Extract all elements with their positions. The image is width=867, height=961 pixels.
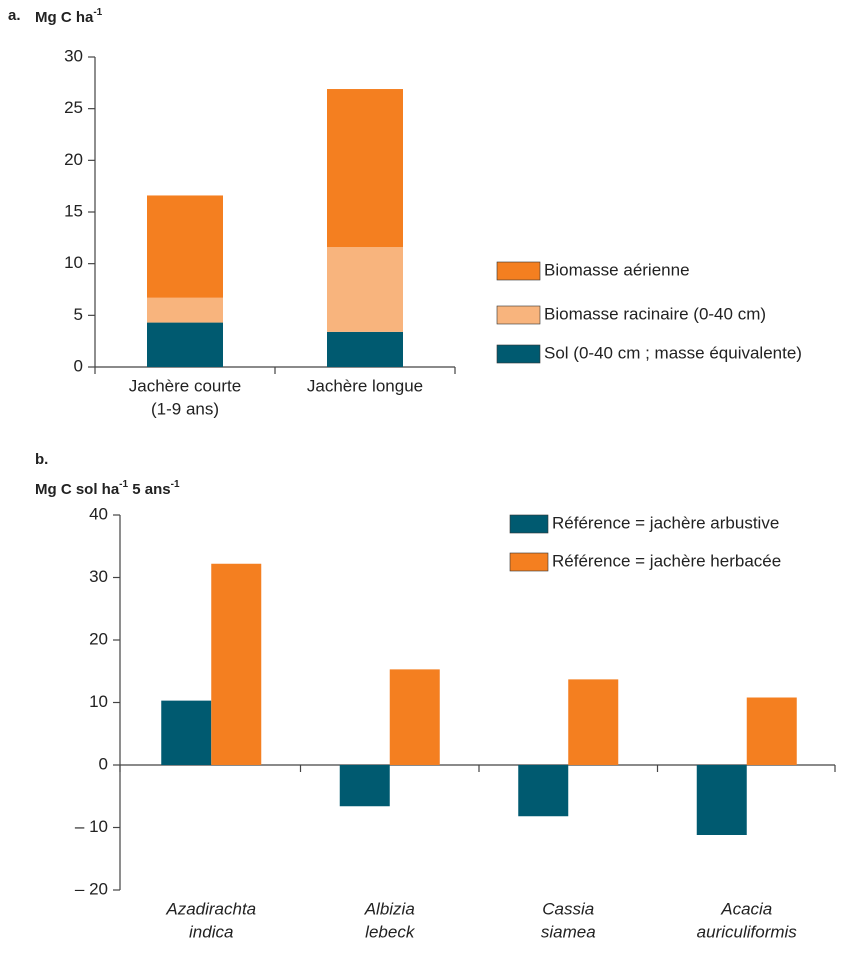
bar xyxy=(746,697,797,765)
bar xyxy=(389,669,440,765)
bar xyxy=(518,765,569,817)
y-tick-label: – 10 xyxy=(75,817,108,836)
y-tick-label: 15 xyxy=(64,201,83,220)
legend-swatch xyxy=(509,552,549,572)
legend-swatch xyxy=(496,305,541,325)
panel-label: a. xyxy=(8,7,21,24)
bar xyxy=(161,700,212,765)
y-tick-label: 30 xyxy=(64,46,83,65)
y-tick-label: 25 xyxy=(64,98,83,117)
y-axis-label-part: Mg C ha xyxy=(35,9,94,26)
x-tick-label: Albizia xyxy=(364,899,415,918)
bar-segment xyxy=(147,322,223,367)
y-tick-label: 0 xyxy=(99,754,108,773)
bar-segment xyxy=(147,297,223,323)
legend-label: Référence = jachère herbacée xyxy=(552,551,781,570)
panel-label: b. xyxy=(35,451,48,468)
bar-segment xyxy=(147,195,223,298)
y-tick-label: 10 xyxy=(89,692,108,711)
bar xyxy=(211,563,262,765)
y-axis-label: Mg C sol ha-1 5 ans-1 xyxy=(35,479,180,498)
legend-label: Biomasse aérienne xyxy=(544,260,690,279)
legend-swatch xyxy=(496,344,541,364)
x-tick-label: siamea xyxy=(541,922,596,941)
y-axis-label-part: Mg C sol ha xyxy=(35,481,120,498)
x-tick-label: lebeck xyxy=(365,922,416,941)
y-tick-label: 40 xyxy=(89,504,108,523)
x-tick-label: Azadirachta xyxy=(165,899,256,918)
bar xyxy=(339,765,390,807)
bar-segment xyxy=(327,89,403,248)
y-tick-label: 30 xyxy=(89,567,108,586)
x-tick-label: indica xyxy=(189,922,233,941)
legend-swatch xyxy=(496,261,541,281)
y-tick-label: 10 xyxy=(64,253,83,272)
legend-label: Référence = jachère arbustive xyxy=(552,513,779,532)
x-tick-label: (1-9 ans) xyxy=(151,399,219,418)
y-tick-label: 20 xyxy=(64,150,83,169)
y-axis-label-sup: -1 xyxy=(119,479,128,490)
bar-segment xyxy=(327,331,403,367)
y-tick-label: 20 xyxy=(89,629,108,648)
legend-swatch xyxy=(509,514,549,534)
y-axis-label-part: 5 ans xyxy=(128,481,171,498)
x-tick-label: Acacia xyxy=(720,899,772,918)
legend-label: Sol (0-40 cm ; masse équivalente) xyxy=(544,343,802,362)
y-axis-label-sup: -1 xyxy=(93,7,102,18)
bar xyxy=(696,765,747,835)
bar xyxy=(568,679,619,765)
x-tick-label: Cassia xyxy=(542,899,594,918)
y-axis-label: Mg C ha-1 xyxy=(35,7,103,26)
y-axis-label-sup: -1 xyxy=(171,479,180,490)
x-tick-label: Jachère courte xyxy=(129,376,241,395)
y-tick-label: – 20 xyxy=(75,879,108,898)
legend-label: Biomasse racinaire (0-40 cm) xyxy=(544,304,766,323)
y-tick-label: 0 xyxy=(74,356,83,375)
y-tick-label: 5 xyxy=(74,305,83,324)
bar-segment xyxy=(327,247,403,332)
x-tick-label: auriculiformis xyxy=(697,922,798,941)
x-tick-label: Jachère longue xyxy=(307,376,423,395)
